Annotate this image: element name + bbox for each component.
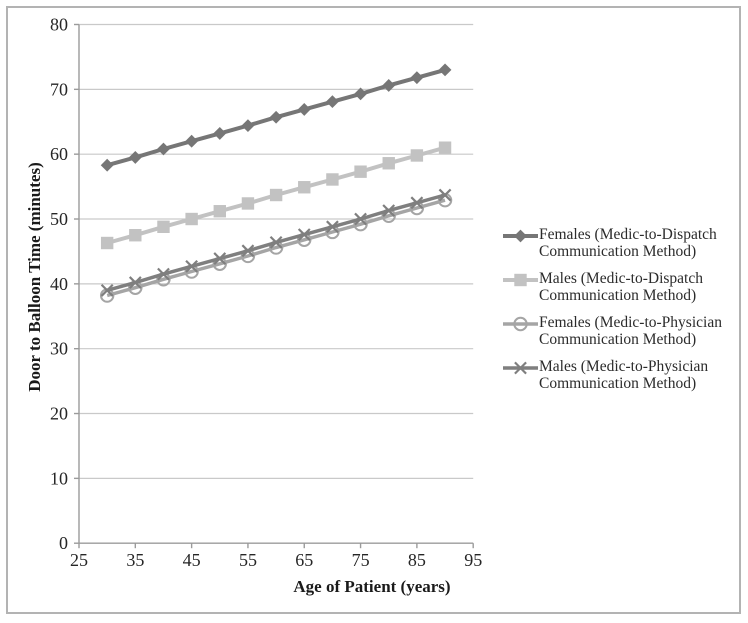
legend-label-line2: Communication Method) (539, 374, 697, 392)
svg-text:75: 75 (352, 550, 370, 570)
legend-label: Females (Medic-to-Dispatch Communication… (539, 226, 717, 260)
legend: Females (Medic-to-Dispatch Communication… (502, 226, 734, 403)
svg-text:35: 35 (126, 550, 144, 570)
svg-text:20: 20 (50, 404, 68, 424)
diamond-marker-icon (502, 228, 539, 249)
svg-text:70: 70 (50, 79, 68, 99)
svg-text:80: 80 (50, 15, 68, 35)
svg-text:25: 25 (70, 550, 88, 570)
legend-label-line1: Males (Medic-to-Dispatch (539, 270, 703, 287)
legend-label-line1: Females (Medic-to-Physician (539, 314, 722, 331)
square-marker-icon (502, 272, 539, 293)
figure-frame (6, 6, 741, 614)
x-marker-icon (502, 360, 539, 381)
legend-label-line2: Communication Method) (539, 242, 697, 260)
svg-text:10: 10 (50, 468, 68, 488)
svg-text:45: 45 (183, 550, 201, 570)
circle-marker-icon (502, 316, 539, 337)
legend-item-males-dispatch: Males (Medic-to-Dispatch Communication M… (502, 270, 734, 304)
legend-label: Females (Medic-to-Physician Communicatio… (539, 314, 722, 348)
svg-text:40: 40 (50, 274, 68, 294)
y-axis-title: Door to Balloon Time (minutes) (25, 162, 44, 392)
legend-label-line2: Communication Method) (539, 330, 697, 348)
legend-label: Males (Medic-to-Dispatch Communication M… (539, 270, 703, 304)
svg-text:85: 85 (408, 550, 426, 570)
legend-item-females-physician: Females (Medic-to-Physician Communicatio… (502, 314, 734, 348)
legend-label-line1: Males (Medic-to-Physician (539, 358, 709, 375)
svg-text:30: 30 (50, 339, 68, 359)
svg-text:0: 0 (59, 533, 68, 553)
legend-item-females-dispatch: Females (Medic-to-Dispatch Communication… (502, 226, 734, 260)
legend-item-males-physician: Males (Medic-to-Physician Communication … (502, 358, 734, 392)
svg-text:65: 65 (295, 550, 313, 570)
x-axis-title: Age of Patient (years) (293, 577, 451, 596)
svg-text:95: 95 (464, 550, 482, 570)
legend-label-line1: Females (Medic-to-Dispatch (539, 226, 717, 243)
svg-text:55: 55 (239, 550, 257, 570)
legend-label-line2: Communication Method) (539, 286, 697, 304)
svg-text:60: 60 (50, 144, 68, 164)
legend-label: Males (Medic-to-Physician Communication … (539, 358, 709, 392)
svg-text:50: 50 (50, 209, 68, 229)
